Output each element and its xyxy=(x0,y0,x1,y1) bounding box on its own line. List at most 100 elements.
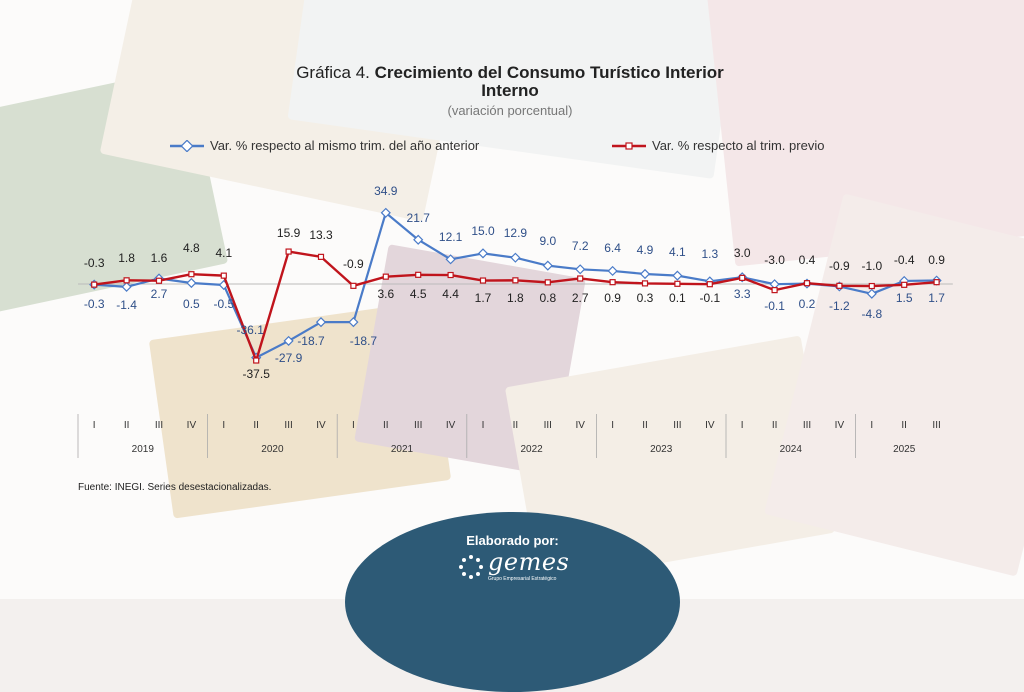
data-label-quarterly: 3.0 xyxy=(734,246,751,260)
x-tick-label: IV xyxy=(446,420,456,431)
legend-label-annual: Var. % respecto al mismo trim. del año a… xyxy=(210,138,480,153)
data-point-quarterly xyxy=(674,280,681,287)
data-point-annual xyxy=(348,317,359,328)
data-label-annual: -1.4 xyxy=(116,298,137,312)
footer-credit: Elaborado por: xyxy=(466,533,559,548)
chart-title: Gráfica 4. Crecimiento del Consumo Turís… xyxy=(230,64,790,82)
data-label-annual: 1.3 xyxy=(701,247,718,261)
data-label-quarterly: 1.6 xyxy=(151,251,168,265)
x-tick-label: III xyxy=(932,420,940,431)
data-point-quarterly xyxy=(91,281,98,288)
source-note: Fuente: INEGI. Series desestacionalizada… xyxy=(78,482,272,493)
data-label-quarterly: 0.4 xyxy=(799,253,816,267)
legend-label-quarterly: Var. % respecto al trim. previo xyxy=(652,138,825,153)
data-point-quarterly xyxy=(933,279,940,286)
data-label-quarterly: -0.1 xyxy=(699,291,720,305)
data-point-annual xyxy=(575,264,586,275)
data-label-annual: 4.9 xyxy=(637,243,654,257)
data-label-quarterly: 15.9 xyxy=(277,226,301,240)
data-label-annual: -4.8 xyxy=(861,307,882,321)
legend-line-annual-icon xyxy=(170,139,204,152)
data-point-quarterly xyxy=(641,280,649,287)
x-year-label: 2024 xyxy=(780,444,803,455)
data-label-quarterly: 1.7 xyxy=(475,291,492,305)
x-tick-label: IV xyxy=(705,420,715,431)
data-label-annual: 7.2 xyxy=(572,239,589,253)
data-label-quarterly: 0.9 xyxy=(604,291,621,305)
x-tick-label: I xyxy=(870,420,873,431)
data-label-annual: 6.4 xyxy=(604,241,621,255)
x-year-label: 2021 xyxy=(391,444,414,455)
data-point-quarterly xyxy=(544,279,551,286)
data-point-annual xyxy=(510,252,521,263)
x-tick-label: II xyxy=(772,420,778,431)
data-label-quarterly: 0.1 xyxy=(669,291,686,305)
data-point-annual xyxy=(866,288,877,299)
data-point-quarterly xyxy=(836,282,843,289)
data-label-annual: 12.1 xyxy=(439,230,463,244)
data-label-annual: 0.5 xyxy=(183,297,200,311)
data-point-quarterly xyxy=(512,277,519,284)
x-tick-label: II xyxy=(901,420,907,431)
data-point-quarterly xyxy=(609,279,616,286)
data-point-quarterly xyxy=(188,271,195,278)
data-label-annual: 34.9 xyxy=(374,184,398,198)
data-point-quarterly xyxy=(123,277,130,284)
x-year-label: 2020 xyxy=(261,444,284,455)
x-tick-label: II xyxy=(383,420,389,431)
data-point-quarterly xyxy=(155,277,163,284)
data-point-quarterly xyxy=(285,248,292,255)
data-label-quarterly: 4.4 xyxy=(442,287,459,301)
data-point-annual xyxy=(477,248,489,259)
data-label-quarterly: -0.9 xyxy=(343,257,364,271)
x-tick-label: IV xyxy=(187,420,197,431)
data-point-quarterly xyxy=(415,271,422,278)
x-tick-label: III xyxy=(544,420,552,431)
data-point-quarterly xyxy=(739,274,746,281)
x-year-label: 2023 xyxy=(650,444,673,455)
data-point-quarterly xyxy=(901,281,908,288)
x-year-label: 2019 xyxy=(132,444,155,455)
data-label-annual: -18.7 xyxy=(297,334,325,348)
data-label-annual: 3.3 xyxy=(734,287,751,301)
data-label-annual: 4.1 xyxy=(669,245,686,259)
data-point-quarterly xyxy=(317,253,325,260)
x-tick-label: I xyxy=(222,420,225,431)
data-label-annual: -18.7 xyxy=(350,334,378,348)
data-point-quarterly xyxy=(220,272,227,279)
x-tick-label: III xyxy=(673,420,681,431)
x-tick-label: I xyxy=(611,420,614,431)
chart-subtitle: (variación porcentual) xyxy=(447,103,573,118)
gemes-logo-dots-icon xyxy=(459,555,483,579)
data-point-annual xyxy=(283,335,294,347)
chart-title-main: Crecimiento del Consumo Turístico Interi… xyxy=(374,63,724,82)
x-tick-label: IV xyxy=(835,420,845,431)
x-tick-label: I xyxy=(741,420,744,431)
data-point-quarterly xyxy=(868,282,875,290)
chart-legend: Var. % respecto al mismo trim. del año a… xyxy=(0,138,1024,158)
x-tick-label: II xyxy=(124,420,130,431)
data-label-annual: -1.2 xyxy=(829,299,850,313)
data-point-quarterly xyxy=(479,277,487,284)
data-label-quarterly: 1.8 xyxy=(507,291,524,305)
data-label-annual: 15.0 xyxy=(471,224,495,238)
data-label-annual: 1.7 xyxy=(928,291,945,305)
data-label-quarterly: 4.1 xyxy=(215,246,232,260)
data-point-quarterly xyxy=(706,281,713,288)
background-banknotes xyxy=(0,0,1024,599)
data-point-quarterly xyxy=(382,273,389,280)
line-chart: I II III IV I II III IV I II III IV I II III IV I II III IV… xyxy=(77,184,953,458)
data-point-annual xyxy=(121,281,132,292)
legend-item-quarterly: Var. % respecto al trim. previo xyxy=(612,138,824,153)
data-label-quarterly: 0.8 xyxy=(539,291,556,305)
data-label-quarterly: -1.0 xyxy=(861,259,882,273)
x-tick-label: I xyxy=(352,420,355,431)
data-point-annual xyxy=(186,277,197,289)
data-label-quarterly: 1.8 xyxy=(118,251,135,265)
data-point-quarterly xyxy=(350,282,357,289)
data-label-annual: -0.5 xyxy=(213,297,234,311)
x-tick-label: IV xyxy=(316,420,326,431)
x-tick-label: I xyxy=(482,420,485,431)
x-tick-label: III xyxy=(803,420,811,431)
data-point-annual xyxy=(672,270,683,281)
